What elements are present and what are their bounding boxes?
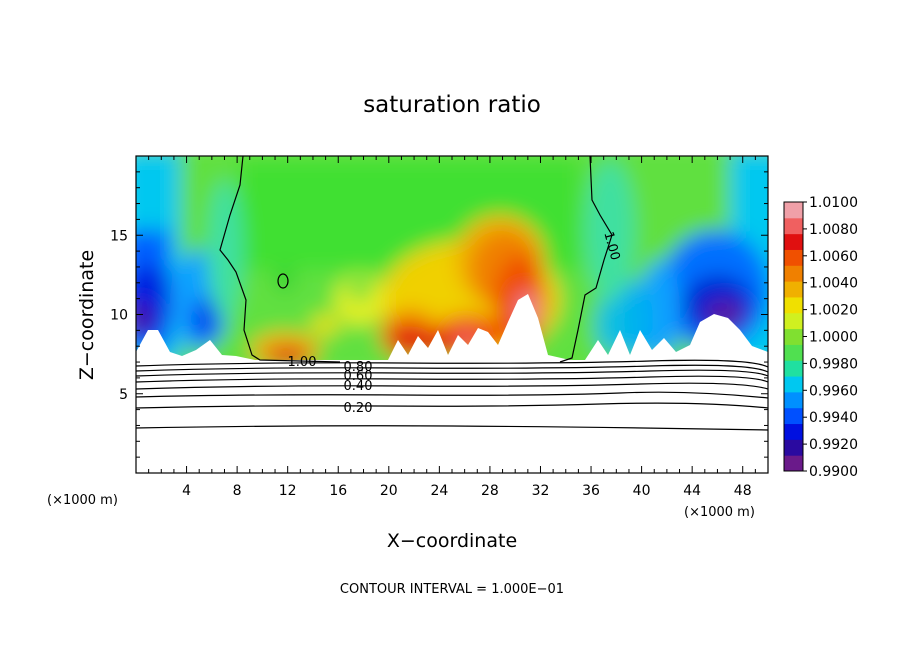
colorbar-swatch [784,233,803,250]
x-tick-label: 44 [683,483,701,499]
colorbar-label: 1.0040 [809,276,858,292]
colorbar-swatch [784,281,803,298]
colorbar-label: 0.9920 [809,437,858,453]
contour-label: 0.40 [344,379,373,394]
x-tick-label: 12 [279,483,297,499]
colorbar-swatch [784,249,803,266]
colorbar-label: 0.9940 [809,410,858,426]
contour-lines [136,156,768,431]
contour-label: 0.80 [344,360,373,375]
chart-title: saturation ratio [363,92,541,118]
colorbar-label: 1.0020 [809,303,858,319]
colorbar-swatch [784,217,803,235]
colorbar-label: 1.0080 [809,222,858,238]
y-axis-label: Z−coordinate [76,250,98,380]
y-tick-label: 5 [119,387,128,403]
colorbar-swatch [784,360,803,377]
contour-label: 0.60 [344,369,373,384]
x-axis-ticks: 4 8 12 16 20 24 28 32 36 40 44 48 [148,156,756,499]
x-tick-label: 24 [430,483,448,499]
y-axis-ticks: 5 10 15 [110,171,768,458]
x-unit-label: (×1000 m) [684,505,755,520]
x-tick-label: 28 [481,483,499,499]
colorbar-label: 0.9900 [809,464,858,480]
x-tick-label: 48 [734,483,752,499]
colorbar-label: 1.0100 [809,195,858,211]
contour-label: 1.00 [288,355,317,370]
x-tick-label: 16 [329,483,347,499]
colorbar-swatch [784,423,803,440]
contour-interval-note: CONTOUR INTERVAL = 1.000E−01 [340,582,564,597]
contour-labels: 1.00 1.00 0.80 0.60 0.40 0.20 [288,230,623,416]
colorbar-swatch [784,265,803,282]
colorbar-swatch [784,407,803,425]
colorbar-swatch [784,439,803,456]
x-tick-label: 8 [233,483,242,499]
colorbar-label: 0.9980 [809,356,858,372]
contour-label: 0.20 [344,401,373,416]
x-tick-label: 20 [380,483,398,499]
colorbar-swatch [784,328,803,345]
colorbar-label: 1.0060 [809,249,858,265]
contour-label: 1.00 [600,230,622,262]
x-axis-label: X−coordinate [387,530,517,552]
colorbar-swatch [784,202,803,219]
colorbar-swatch [784,391,803,409]
x-tick-label: 4 [182,483,191,499]
colorbar-label: 1.0000 [809,330,858,346]
heatmap-field [136,156,768,431]
colorbar-swatch [784,376,803,393]
y-tick-label: 10 [110,308,128,324]
y-tick-label: 15 [110,228,128,244]
x-tick-label: 40 [633,483,651,499]
colorbar-swatch [784,296,803,314]
z-unit-label: (×1000 m) [47,493,118,508]
colorbar: 1.0100 1.0080 1.0060 1.0040 1.0020 1.0000 0.99… [783,195,858,480]
x-tick-label: 36 [582,483,600,499]
colorbar-swatch [784,344,803,361]
x-tick-label: 32 [532,483,550,499]
colorbar-swatch [784,455,803,472]
colorbar-label: 0.9960 [809,383,858,399]
colorbar-swatch [784,312,803,330]
